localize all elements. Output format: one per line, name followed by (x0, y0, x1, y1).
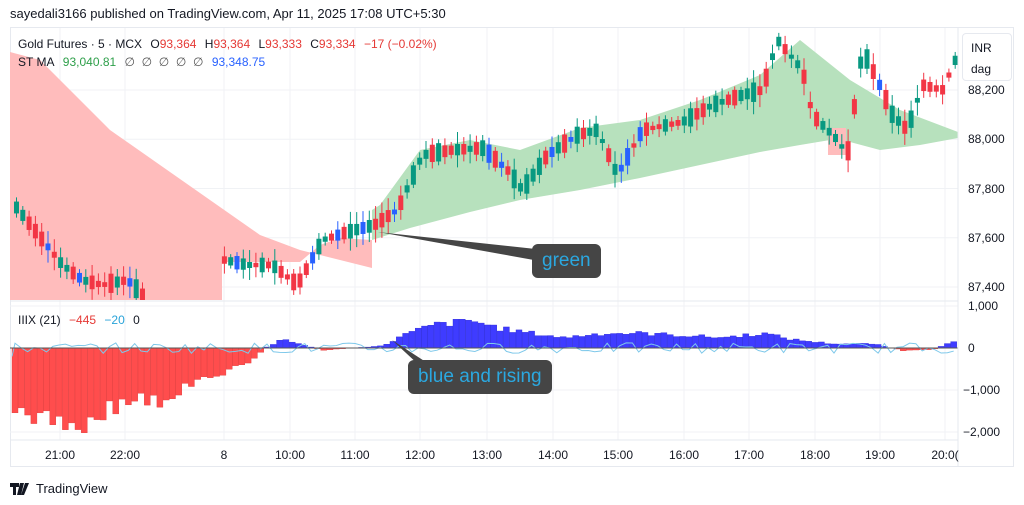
ma-value1: 93,040.81 (62, 55, 117, 69)
tradingview-logo[interactable]: TradingView (10, 481, 108, 496)
open-value: 93,364 (159, 37, 197, 51)
time-tick: 14:00 (537, 448, 569, 462)
low-value: 93,333 (265, 37, 302, 51)
ind-name[interactable]: IIIX (21) (18, 313, 61, 327)
iiix-tick: −1,000 (963, 383, 1001, 397)
ma-value2: 93,348.75 (211, 55, 266, 69)
price-tick: 87,800 (968, 181, 1005, 196)
time-tick: 12:00 (404, 448, 436, 462)
ma-legend: ST MA 93,040.81 ∅ ∅ ∅ ∅ ∅ 93,348.75 (18, 55, 270, 69)
time-tick: 17:00 (733, 448, 765, 462)
tradingview-logo-icon (10, 482, 29, 495)
time-tick: 8 (220, 448, 228, 462)
ind-value1: −445 (69, 313, 97, 327)
close-value: 93,334 (318, 37, 356, 51)
iiix-legend: IIIX (21) −445 −20 0 (18, 313, 145, 327)
price-tick: 87,400 (968, 280, 1005, 294)
time-tick: 10:00 (274, 448, 306, 462)
time-tick: 20:0( (931, 448, 959, 462)
change-value: −17 (−0.02%) (363, 37, 437, 51)
symbol-name[interactable]: Gold Futures · 5 · MCX (18, 37, 143, 51)
time-tick: 22:00 (109, 448, 141, 462)
currency-unit-button[interactable]: INR dag (962, 33, 1012, 81)
st-ma-fill (10, 40, 958, 300)
ma-nulls: ∅ ∅ ∅ ∅ ∅ (124, 55, 204, 69)
time-tick: 11:00 (340, 448, 370, 462)
candles (14, 32, 958, 300)
publisher-line: sayedali3166 published on TradingView.co… (10, 6, 446, 21)
main-legend: Gold Futures · 5 · MCX O93,364 H93,364 L… (18, 37, 437, 51)
iiix-tick: −2,000 (963, 425, 1001, 439)
iiix-tick: 0 (968, 341, 975, 355)
unit-label: dag (971, 62, 992, 76)
callout-green: green (532, 244, 601, 278)
time-tick: 16:00 (668, 448, 700, 462)
ma-name[interactable]: ST MA (18, 55, 55, 69)
price-tick: 87,600 (968, 230, 1005, 245)
time-tick: 13:00 (471, 448, 503, 462)
callout-blue-rising: blue and rising (408, 360, 552, 394)
time-tick: 19:00 (864, 448, 896, 462)
ind-value3: 0 (133, 313, 140, 327)
price-tick: 88,000 (968, 132, 1005, 147)
time-tick: 15:00 (602, 448, 634, 462)
callout-pointers (378, 232, 545, 366)
high-value: 93,364 (213, 37, 251, 51)
price-tick: 88,200 (968, 83, 1005, 97)
ind-value2: −20 (104, 313, 125, 327)
time-tick: 21:00 (44, 448, 76, 462)
iiix-histogram (10, 319, 958, 433)
currency-label: INR (971, 41, 992, 55)
time-tick: 18:00 (799, 448, 831, 462)
iiix-tick: 1,000 (968, 299, 999, 313)
